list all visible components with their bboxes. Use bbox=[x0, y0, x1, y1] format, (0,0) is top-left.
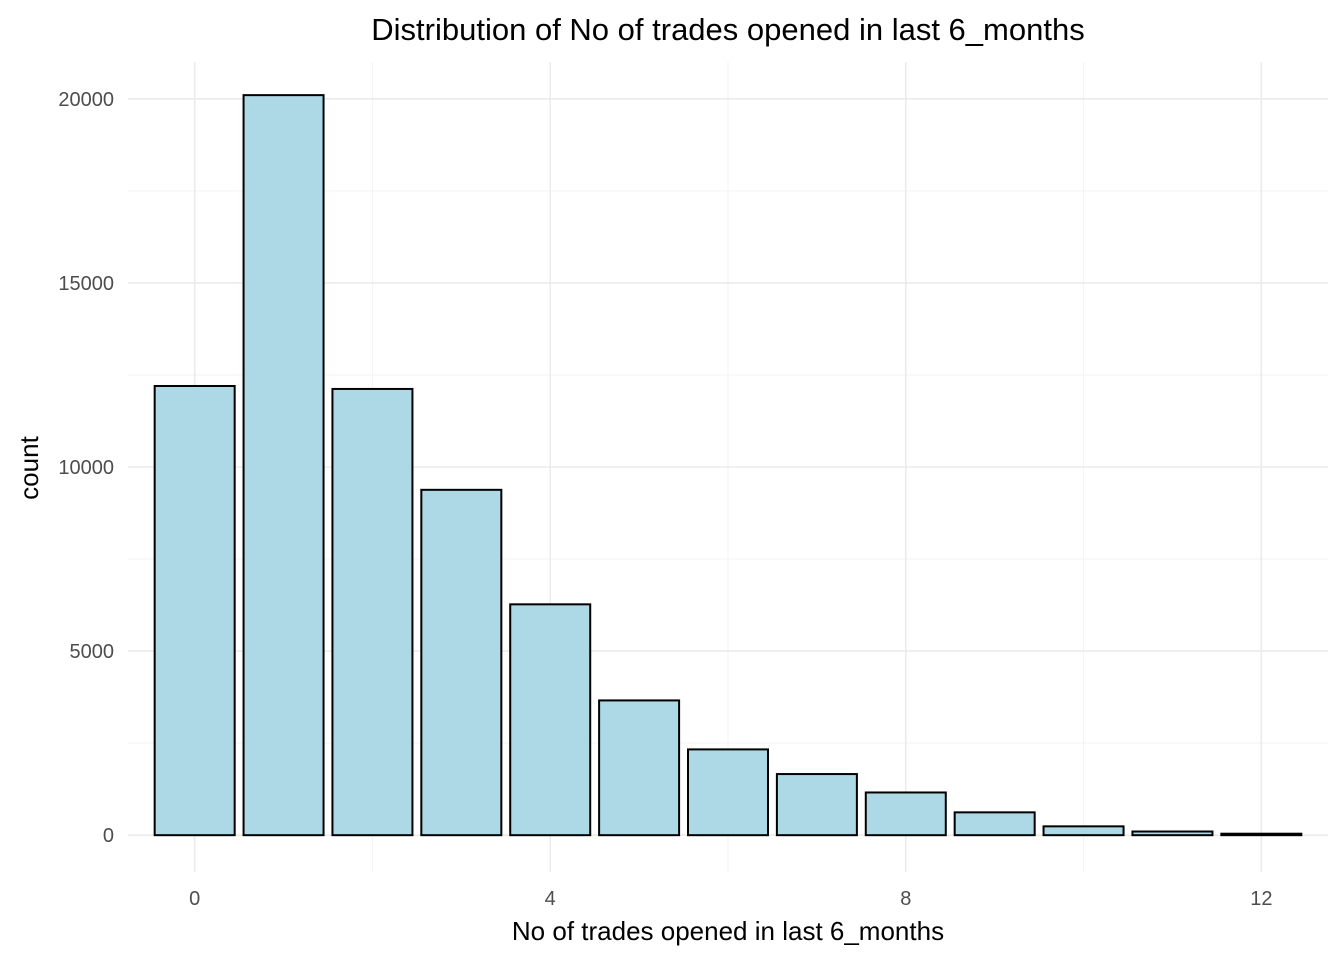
y-axis-title: count bbox=[14, 435, 44, 499]
bar-8 bbox=[864, 791, 947, 837]
y-tick-label: 5000 bbox=[70, 641, 115, 663]
x-tick-label: 8 bbox=[900, 888, 911, 910]
bar-5 bbox=[598, 699, 681, 837]
chart-title: Distribution of No of trades opened in l… bbox=[371, 12, 1084, 47]
y-tick-label: 0 bbox=[103, 825, 114, 847]
x-axis-ticks: 0 4 8 12 bbox=[189, 888, 1272, 910]
bar-3 bbox=[420, 488, 503, 837]
bar-6 bbox=[687, 748, 769, 837]
bar-11 bbox=[1131, 830, 1214, 837]
y-tick-label: 10000 bbox=[58, 457, 114, 479]
bar-4 bbox=[509, 603, 592, 837]
x-axis-title: No of trades opened in last 6_months bbox=[512, 916, 944, 946]
x-tick-label: 0 bbox=[189, 888, 200, 910]
y-axis-ticks: 0 5000 10000 15000 20000 bbox=[58, 89, 114, 847]
bar-2 bbox=[331, 387, 414, 837]
bars bbox=[153, 94, 1303, 837]
y-tick-label: 20000 bbox=[58, 89, 114, 111]
y-tick-label: 15000 bbox=[58, 273, 114, 295]
bar-10 bbox=[1042, 825, 1125, 837]
bar-7 bbox=[775, 773, 858, 837]
bar-12 bbox=[1220, 832, 1303, 837]
bar-9 bbox=[953, 811, 1036, 837]
bar-1 bbox=[242, 94, 325, 837]
bar-0 bbox=[153, 385, 236, 837]
x-tick-label: 12 bbox=[1250, 888, 1272, 910]
x-tick-label: 4 bbox=[545, 888, 556, 910]
